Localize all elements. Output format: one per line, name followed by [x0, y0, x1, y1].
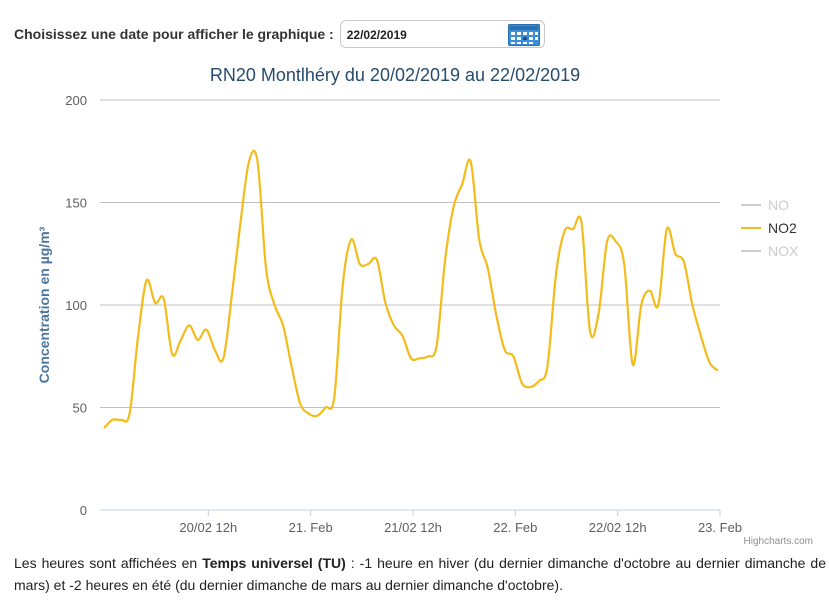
highcharts-credits[interactable]: Highcharts.com: [744, 536, 813, 547]
footnote-text-2: : -1 heure en hiver (du dernier dimanche…: [14, 555, 826, 593]
date-picker-row: Choisissez une date pour afficher le gra…: [14, 18, 545, 50]
date-field[interactable]: [339, 20, 545, 48]
y-tick-label: 50: [73, 401, 87, 416]
x-tick-label: 21/02 12h: [384, 520, 442, 535]
x-tick-label: 23. Feb: [698, 520, 742, 535]
chart-title: RN20 Montlhéry du 20/02/2019 au 22/02/20…: [210, 65, 580, 85]
calendar-icon[interactable]: [507, 24, 540, 46]
x-tick-label: 22. Feb: [493, 520, 537, 535]
legend-item-no2[interactable]: NO2: [741, 220, 797, 236]
date-picker-label: Choisissez une date pour afficher le gra…: [14, 26, 334, 42]
x-tick-label: 22/02 12h: [589, 520, 647, 535]
chart-container: RN20 Montlhéry du 20/02/2019 au 22/02/20…: [0, 55, 829, 550]
footnote-bold: Temps universel (TU): [202, 555, 346, 571]
y-tick-label: 0: [80, 503, 87, 518]
y-tick-label: 200: [65, 93, 87, 108]
legend-label: NOX: [768, 243, 799, 259]
no2-line-chart: RN20 Montlhéry du 20/02/2019 au 22/02/20…: [36, 65, 813, 547]
footnote-text-1: Les heures sont affichées en: [14, 555, 203, 571]
x-tick-label: 21. Feb: [289, 520, 333, 535]
date-input[interactable]: [346, 25, 497, 45]
series-line-no2[interactable]: [103, 149, 719, 429]
legend-label: NO: [768, 197, 789, 213]
x-tick-label: 20/02 12h: [179, 520, 237, 535]
y-axis-label: Concentration en µg/m³: [36, 226, 52, 383]
y-tick-label: 150: [65, 196, 87, 211]
legend-item-no[interactable]: NO: [741, 197, 789, 213]
legend-label: NO2: [768, 220, 797, 236]
timezone-footnote: Les heures sont affichées en Temps unive…: [14, 552, 826, 596]
y-tick-label: 100: [65, 298, 87, 313]
legend-item-nox[interactable]: NOX: [741, 243, 799, 259]
